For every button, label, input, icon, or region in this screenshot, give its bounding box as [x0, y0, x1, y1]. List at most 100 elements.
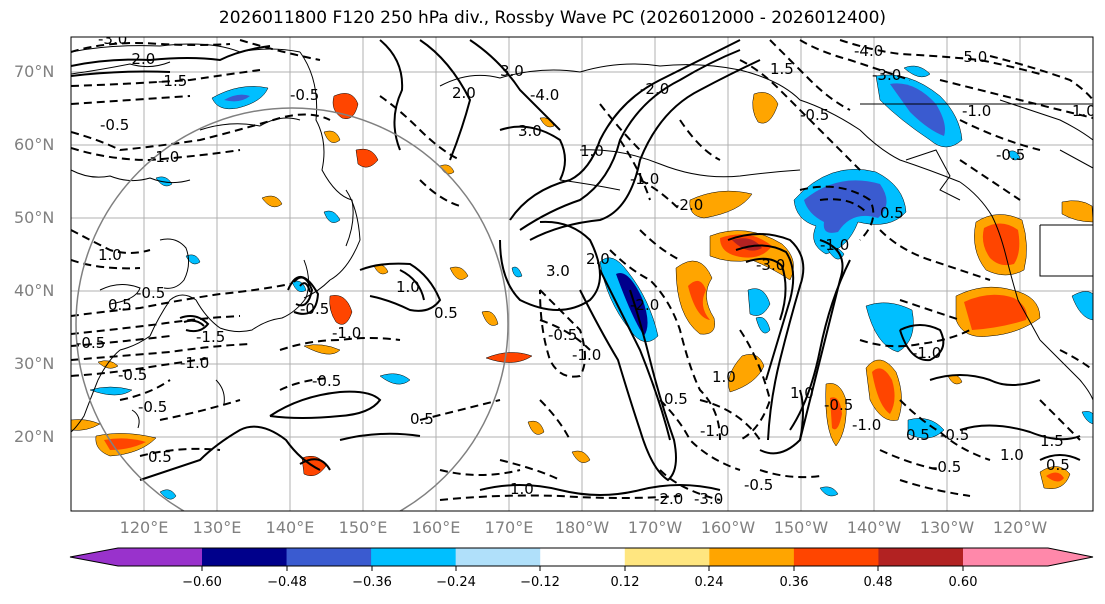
contour-label: 1.0 [510, 480, 534, 498]
lon-label: 130°E [192, 518, 242, 537]
lon-label: 180°W [554, 518, 610, 537]
colorbar-segment [540, 548, 626, 566]
contour-label: -0.5 [138, 398, 167, 416]
contour-label: -1.0 [630, 170, 659, 188]
colorbar-segment [455, 548, 541, 566]
colorbar-tick-label: −0.48 [267, 575, 307, 590]
contour-label: 0.5 [1046, 456, 1070, 474]
contour-label: 0.5 [906, 426, 930, 444]
contour-label: 1.0 [580, 142, 604, 160]
map-title: 2026011800 F120 250 hPa div., Rossby Wav… [218, 8, 887, 28]
colorbar-tick-label: 0.36 [779, 575, 809, 590]
contour-label: -1.0 [332, 324, 361, 342]
contour-label: -2.0 [640, 80, 669, 98]
lon-label: 150°W [773, 518, 829, 537]
colorbar [69, 547, 1094, 571]
contour-label: -2.0 [674, 196, 703, 214]
contour-label: -4.0 [854, 42, 883, 60]
contour-label: 0.5 [108, 296, 132, 314]
contour-label: -0.5 [824, 396, 853, 414]
lat-label: 30°N [14, 354, 55, 373]
lon-label: 170°E [484, 518, 534, 537]
contour-label: -0.5 [100, 116, 129, 134]
colorbar-tick-label: −0.12 [520, 575, 560, 590]
contour-label: -1.0 [572, 346, 601, 364]
lon-label: 130°W [919, 518, 975, 537]
contour-label: 1.5 [1040, 432, 1064, 450]
colorbar-segment [709, 548, 795, 566]
contour-label: 2.0 [586, 250, 610, 268]
contour-label: 0.5 [410, 410, 434, 428]
colorbar-segment [286, 548, 372, 566]
lon-label: 140°E [265, 518, 315, 537]
contour-label: 1.0 [1000, 446, 1024, 464]
contour-label: 0.5 [148, 448, 172, 466]
contour-label: -0.5 [940, 426, 969, 444]
contours-negative [71, 39, 1093, 501]
contour-label: -0.5 [290, 86, 319, 104]
contour-label: 3.0 [546, 262, 570, 280]
colorbar-tick-label: 0.12 [610, 575, 640, 590]
lon-label: 150°E [338, 518, 388, 537]
contour-label: -0.5 [744, 476, 773, 494]
contour-label: -1.0 [852, 416, 881, 434]
lon-label: 160°E [411, 518, 461, 537]
contour-label: -0.5 [136, 284, 165, 302]
contour-label: -2.0 [654, 490, 683, 508]
contour-label: 1.0 [1072, 102, 1096, 120]
contour-label: -4.0 [530, 86, 559, 104]
contour-label: -0.5 [76, 334, 105, 352]
contour-label: -1.0 [150, 148, 179, 166]
contour-label: 2.0 [452, 84, 476, 102]
contour-label: -0.5 [548, 326, 577, 344]
colorbar-segment [371, 548, 457, 566]
contour-label: -5.0 [958, 48, 987, 66]
colorbar-segment [624, 548, 710, 566]
contour-label: 1.0 [98, 246, 122, 264]
colorbar-tick-label: 0.48 [863, 575, 893, 590]
contour-label: -0.5 [118, 366, 147, 384]
contour-label: -1.0 [962, 102, 991, 120]
contour-label: -1.0 [820, 236, 849, 254]
colorbar-extend-high [963, 548, 1093, 566]
contour-label: -0.5 [932, 458, 961, 476]
contour-label: -3.0 [694, 490, 723, 508]
contour-label: -2.0 [126, 50, 155, 68]
colorbar-outline [69, 547, 1094, 567]
contour-label: 0.5 [664, 390, 688, 408]
colorbar-segment [202, 548, 288, 566]
colorbar-tick-label: 0.60 [948, 575, 978, 590]
colorbar-segment [793, 548, 879, 566]
colorbar-tick-label: −0.24 [436, 575, 476, 590]
contour-label: -3.0 [872, 66, 901, 84]
contour-label: -1.5 [158, 72, 187, 90]
lat-label: 20°N [14, 427, 55, 446]
contours-positive [71, 39, 1081, 496]
contour-label: 1.0 [790, 384, 814, 402]
region-circle [75, 107, 509, 511]
contour-label: 0.5 [880, 204, 904, 222]
lon-label: 120°W [992, 518, 1048, 537]
contour-label: -1.0 [912, 344, 941, 362]
lon-label: 160°W [700, 518, 756, 537]
contour-label: 3.0 [518, 122, 542, 140]
contour-label: 0.5 [434, 304, 458, 322]
colorbar-extend-low [70, 548, 202, 566]
colorbar-segment [878, 548, 964, 566]
lat-label: 70°N [14, 62, 55, 81]
lat-label: 60°N [14, 135, 55, 154]
contour-label: 1.5 [770, 60, 794, 78]
contour-label: -1.0 [700, 422, 729, 440]
contour-label: -0.5 [300, 300, 329, 318]
contour-label: -0.5 [312, 372, 341, 390]
contour-label: 3.0 [500, 62, 524, 80]
colorbar-tick-label: −0.36 [352, 575, 392, 590]
lat-label: 40°N [14, 281, 55, 300]
colorbar-tick-label: 0.24 [694, 575, 724, 590]
lat-label: 50°N [14, 208, 55, 227]
coastlines [71, 43, 1093, 433]
contour-label: -2.0 [630, 296, 659, 314]
lon-label: 170°W [627, 518, 683, 537]
contour-label: 1.0 [712, 368, 736, 386]
